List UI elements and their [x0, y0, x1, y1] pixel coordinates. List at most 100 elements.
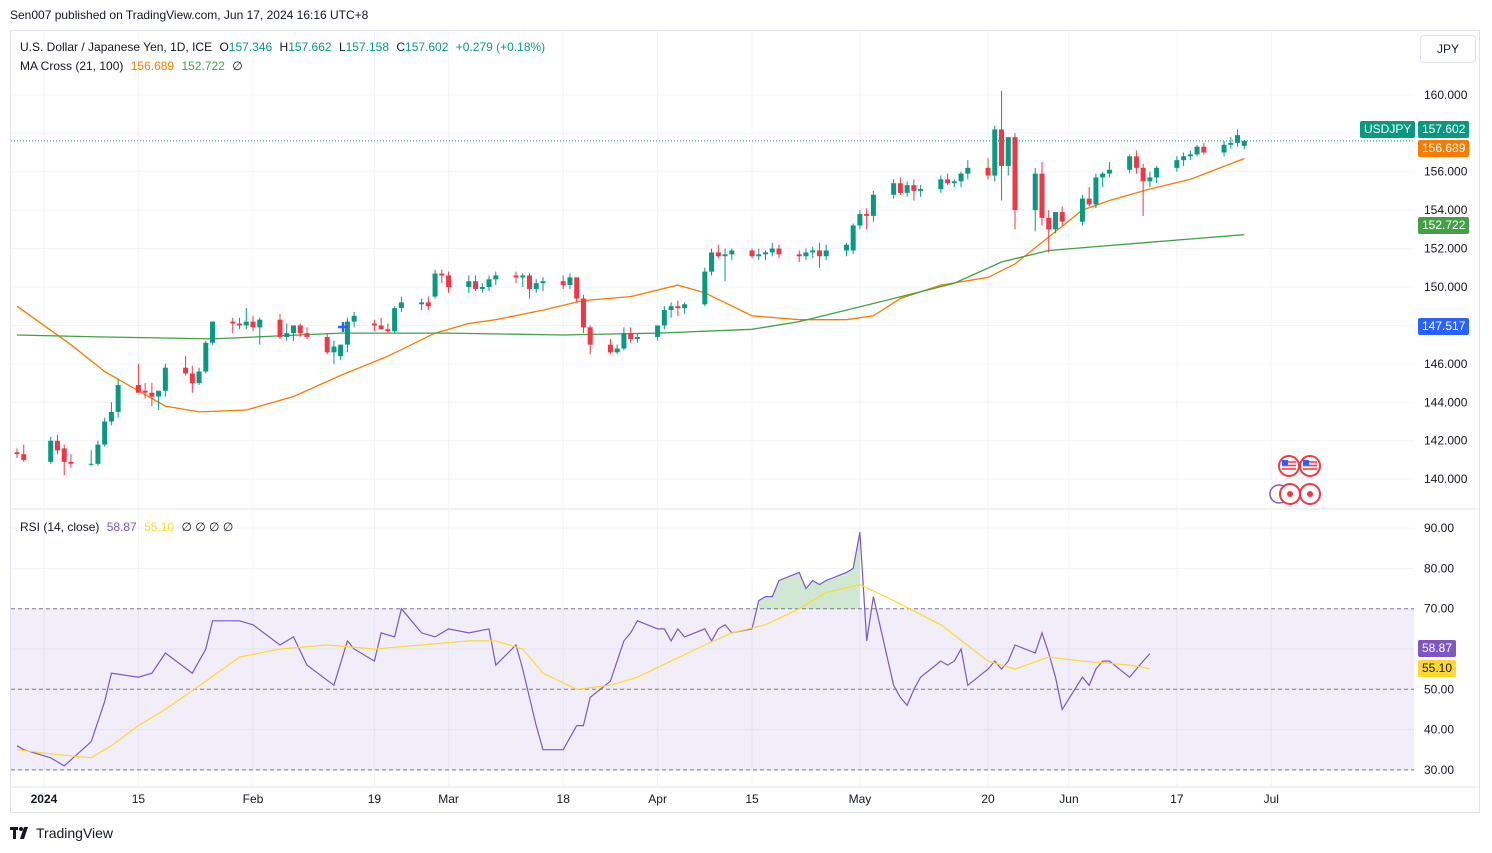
- candle-body: [587, 327, 593, 345]
- candle: [183, 356, 189, 376]
- candle: [284, 323, 290, 341]
- candle-body: [702, 271, 708, 305]
- rsi-legend[interactable]: RSI (14, close) 58.87 55.10 ∅ ∅ ∅ ∅: [20, 520, 237, 534]
- rsi-overbought-fill: [758, 532, 860, 609]
- candle: [533, 279, 539, 293]
- candle: [189, 365, 195, 393]
- candle-body: [439, 273, 445, 276]
- candle-body: [237, 323, 243, 326]
- candle-body: [277, 319, 283, 337]
- crosshair-plus-icon: [338, 322, 348, 332]
- candle: [277, 313, 283, 339]
- candle-body: [1039, 173, 1045, 218]
- candle-body: [1201, 146, 1207, 153]
- time-tick-label: 19: [368, 792, 382, 806]
- candle-body: [385, 329, 391, 332]
- event-dot-icon[interactable]: [1279, 483, 1301, 505]
- price-tick-label: 144.000: [1424, 395, 1468, 409]
- candle: [1201, 142, 1207, 155]
- rsi-tick-label: 70.00: [1424, 602, 1454, 616]
- candle: [1235, 129, 1241, 147]
- ma-legend[interactable]: MA Cross (21, 100) 156.689 152.722 ∅: [20, 59, 247, 73]
- candle: [108, 402, 114, 426]
- candle-body: [425, 302, 431, 307]
- candle-body: [1228, 142, 1234, 145]
- rsi-tag: 58.87: [1418, 640, 1457, 657]
- candle: [709, 248, 715, 276]
- candle-body: [61, 448, 67, 462]
- candle-body: [1127, 156, 1133, 170]
- candle: [344, 317, 350, 353]
- us-flag-icon[interactable]: [1299, 455, 1321, 477]
- footer-brand[interactable]: TradingView: [10, 825, 113, 841]
- grid-lines: [11, 31, 1479, 788]
- candle-body: [196, 371, 202, 384]
- candle-body: [607, 344, 613, 353]
- candle-body: [958, 173, 964, 182]
- candle: [95, 440, 101, 466]
- candle: [1228, 137, 1234, 149]
- candle-body: [769, 248, 775, 253]
- candle-body: [904, 185, 910, 193]
- candle: [897, 177, 903, 195]
- candle: [88, 450, 94, 466]
- high-value: 157.662: [288, 40, 332, 54]
- candle: [1005, 137, 1011, 176]
- candle: [938, 175, 944, 193]
- candle: [142, 383, 148, 399]
- candle: [419, 298, 425, 311]
- candle: [1194, 144, 1200, 157]
- last-price-tag: 157.602: [1418, 121, 1470, 138]
- candle-body: [162, 367, 168, 391]
- candle: [668, 302, 674, 318]
- candle-body: [14, 452, 20, 455]
- ma-fast-value: 156.689: [130, 59, 175, 73]
- close-value: 157.602: [405, 40, 449, 54]
- candle-body: [911, 185, 917, 191]
- candle: [520, 273, 526, 287]
- candle-body: [351, 315, 357, 322]
- low-label: L: [338, 40, 346, 54]
- candle-body: [324, 336, 330, 353]
- candle-body: [446, 275, 452, 287]
- candle-body: [776, 248, 782, 255]
- candle: [385, 323, 391, 334]
- candle-body: [864, 213, 870, 216]
- us-flag-icon[interactable]: [1278, 455, 1300, 477]
- open-value: 157.346: [228, 40, 273, 54]
- event-dot-icon[interactable]: [1299, 483, 1321, 505]
- candle: [513, 271, 519, 284]
- candle: [203, 340, 209, 374]
- candle-body: [992, 129, 998, 176]
- candle: [1181, 152, 1187, 166]
- candle-body: [857, 213, 863, 226]
- candle: [628, 327, 634, 343]
- candle-body: [1052, 212, 1058, 230]
- candle: [823, 244, 829, 261]
- rsi-tick-label: 40.00: [1424, 723, 1454, 737]
- candle-body: [796, 254, 802, 257]
- event-markers[interactable]: [1269, 455, 1321, 505]
- candle: [486, 275, 492, 291]
- candle: [21, 444, 27, 462]
- time-tick-label: Jul: [1264, 792, 1279, 806]
- candle: [371, 319, 377, 332]
- high-label: H: [279, 40, 289, 54]
- rsi-ma-line: [16, 583, 1151, 759]
- candle-body: [331, 346, 337, 353]
- candle-body: [48, 440, 54, 462]
- series-layer: [11, 140, 1414, 767]
- candle-body: [54, 440, 60, 451]
- candle: [149, 383, 155, 407]
- price-tick-label: 146.000: [1424, 357, 1468, 371]
- candle-body: [1032, 173, 1038, 211]
- candle: [951, 179, 957, 188]
- candle-body: [533, 283, 539, 289]
- candle: [1093, 173, 1099, 209]
- price-tick-label: 150.000: [1424, 280, 1468, 294]
- candle-body: [203, 342, 209, 372]
- candle: [945, 173, 951, 186]
- currency-button[interactable]: JPY: [1420, 35, 1476, 63]
- candle: [392, 306, 398, 334]
